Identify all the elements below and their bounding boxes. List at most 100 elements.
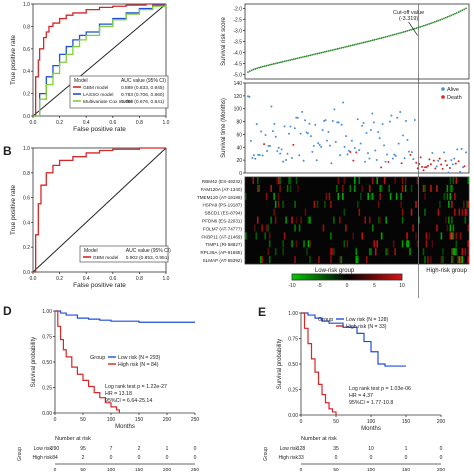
- risk-group-label: Group: [17, 447, 23, 461]
- risk-point: [415, 27, 418, 30]
- death-point: [445, 164, 448, 167]
- heatmap-cell: [392, 240, 395, 248]
- heatmap-cell: [268, 256, 271, 264]
- risk-point: [384, 36, 387, 38]
- heatmap-cell: [424, 184, 426, 193]
- heatmap-cell: [458, 256, 461, 264]
- heatmap-cell: [330, 232, 332, 240]
- risk-value: 0: [440, 455, 443, 461]
- heatmap-cell: [395, 192, 398, 200]
- alive-point: [282, 160, 285, 163]
- risk-point: [419, 26, 422, 28]
- risk-point: [250, 69, 253, 72]
- colorbar-tick-label: -10: [288, 283, 295, 289]
- risk-group-label: Group: [263, 447, 269, 461]
- risk-point: [366, 40, 368, 43]
- risk-point: [446, 16, 449, 18]
- risk-point: [287, 59, 290, 62]
- y-tick-label: 0.00: [42, 411, 52, 417]
- alive-point: [366, 152, 369, 155]
- alive-point: [289, 125, 292, 128]
- alive-point: [384, 160, 387, 163]
- risk-point: [300, 56, 303, 59]
- risk-point: [296, 57, 299, 60]
- heatmap-cell: [264, 232, 266, 240]
- heatmap-cell: [460, 256, 462, 264]
- alive-point: [274, 135, 277, 138]
- heatmap-cell: [337, 192, 340, 200]
- heatmap-cell: [245, 192, 247, 200]
- risk-point: [316, 52, 319, 55]
- heatmap-cell: [404, 184, 407, 193]
- risk-point: [450, 14, 453, 17]
- y-tick-label: 0.2: [23, 245, 30, 251]
- legend-box: [69, 75, 169, 109]
- heatmap-cell: [274, 216, 277, 224]
- heatmap-cell: [256, 184, 259, 193]
- risk-point: [258, 66, 260, 69]
- heatmap-cell: [370, 248, 373, 256]
- risk-point: [252, 68, 255, 71]
- x-axis-label: Months: [115, 424, 135, 430]
- heatmap-cell: [388, 184, 390, 193]
- risk-value: 0: [194, 455, 197, 461]
- risk-point: [289, 59, 292, 61]
- risk-point: [285, 60, 288, 62]
- risk-point: [448, 15, 451, 18]
- alive-point: [333, 108, 336, 111]
- alive-point: [264, 133, 267, 136]
- death-point: [387, 161, 390, 164]
- risk-value: 128: [297, 446, 306, 452]
- risk-point: [298, 56, 301, 59]
- heatmap-cell: [451, 216, 453, 224]
- heatmap-cell: [401, 208, 404, 216]
- x-tick-label: 0.6: [109, 120, 116, 126]
- risk-point: [443, 17, 445, 20]
- alive-point: [302, 159, 305, 162]
- heatmap-cell: [330, 256, 332, 264]
- gene-label: FAM120A (AT-1340): [201, 187, 243, 192]
- heatmap-cell: [416, 177, 419, 185]
- alive-point: [391, 157, 394, 160]
- risk-point: [336, 47, 339, 50]
- heatmap-cell: [427, 256, 429, 264]
- heatmap-cell: [357, 256, 359, 264]
- heatmap-cell: [364, 216, 367, 224]
- heatmap-cell: [446, 184, 449, 193]
- alive-point: [374, 149, 377, 152]
- heatmap-cell: [289, 184, 292, 193]
- x-tick-label: 0.2: [56, 276, 63, 282]
- alive-point: [405, 119, 408, 122]
- gene-label: PFDN6 (ES-22031): [202, 218, 242, 223]
- risk-point: [261, 65, 264, 68]
- x-axis-label: False positive rate: [73, 126, 126, 133]
- legend-series-name: GBM model: [83, 85, 108, 91]
- risk-point: [324, 50, 326, 53]
- alive-point: [347, 149, 350, 152]
- alive-point: [306, 132, 309, 135]
- heatmap-cell: [461, 208, 464, 216]
- heatmap-cell: [346, 240, 349, 248]
- legend-series-name: Low risk (N = 128): [346, 317, 389, 323]
- heatmap-cell: [452, 177, 455, 185]
- heatmap-cell: [451, 184, 453, 193]
- y-tick-label: 140: [234, 81, 243, 87]
- death-point: [438, 157, 441, 160]
- risk-point: [397, 32, 400, 35]
- risk-point: [276, 62, 279, 64]
- alive-point: [311, 150, 314, 153]
- risk-point: [463, 8, 466, 11]
- risk-point: [325, 50, 328, 53]
- risk-x-tick-label: 150: [135, 467, 143, 473]
- alive-point: [340, 123, 343, 126]
- heatmap-cell: [359, 192, 362, 200]
- risk-point: [424, 24, 427, 27]
- risk-point: [455, 11, 458, 14]
- heatmap-cell: [404, 177, 407, 185]
- heatmap-cell: [454, 248, 456, 256]
- death-point: [441, 167, 444, 170]
- heatmap-cell: [339, 216, 341, 224]
- heatmap-cell: [425, 232, 428, 240]
- heatmap-cell: [358, 177, 361, 185]
- death-point: [349, 151, 352, 154]
